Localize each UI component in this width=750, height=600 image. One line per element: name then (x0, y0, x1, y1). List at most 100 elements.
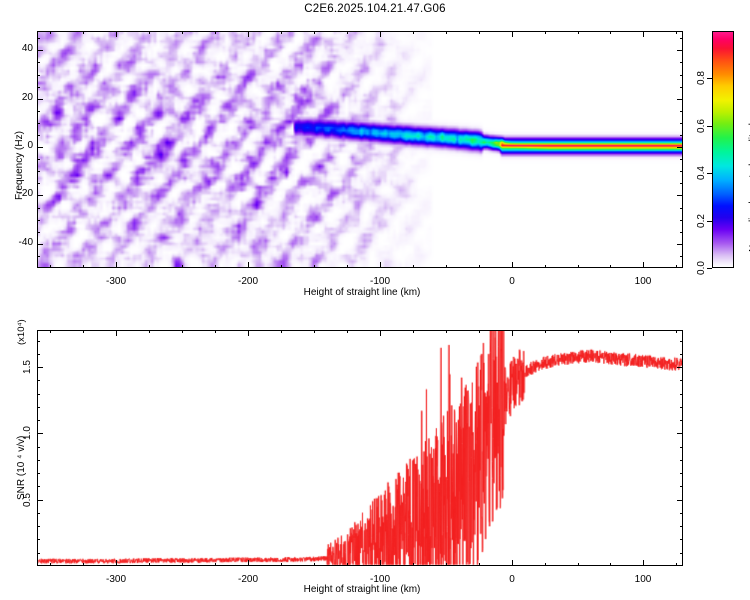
x-tick-minor (413, 265, 414, 268)
x-tick-major (116, 560, 117, 566)
x-tick-minor (83, 265, 84, 268)
y-tick-label: 40 (21, 43, 33, 54)
x-tick-major-top (380, 31, 381, 37)
x-tick-minor-top (182, 330, 183, 333)
cbar-tick (707, 126, 712, 127)
x-tick-major-top (512, 330, 513, 336)
y-tick-minor-right (680, 256, 683, 257)
x-tick-major-top (643, 31, 644, 37)
snr-panel (37, 330, 683, 566)
y-tick-minor (37, 539, 40, 540)
spectrogram-xlabel: Height of straight line (km) (303, 287, 421, 298)
y-tick-minor (37, 75, 40, 76)
x-tick-minor-top (479, 31, 480, 34)
x-tick-minor-top (446, 31, 447, 34)
x-tick-minor (182, 265, 183, 268)
x-tick-minor-top (182, 31, 183, 34)
x-tick-minor-top (149, 330, 150, 333)
y-tick-major-right (677, 244, 683, 245)
x-tick-major-top (512, 31, 513, 37)
y-tick-minor-right (680, 407, 683, 408)
y-tick-minor-right (680, 183, 683, 184)
y-tick-major (37, 195, 43, 196)
x-tick-label: -200 (237, 276, 258, 287)
y-tick-minor (37, 123, 40, 124)
y-tick-minor (37, 135, 40, 136)
x-tick-minor (578, 563, 579, 566)
x-tick-minor (446, 563, 447, 566)
x-tick-minor (347, 563, 348, 566)
cbar-tick (707, 78, 712, 79)
y-tick-label: 1.5 (22, 360, 33, 374)
y-tick-minor-right (680, 159, 683, 160)
x-tick-minor (578, 265, 579, 268)
x-tick-minor-top (83, 330, 84, 333)
x-tick-minor-top (413, 330, 414, 333)
y-tick-minor (37, 256, 40, 257)
x-tick-label: -300 (105, 276, 126, 287)
x-tick-minor-top (314, 330, 315, 333)
y-tick-minor (37, 159, 40, 160)
x-tick-minor (215, 265, 216, 268)
cbar-tick (707, 173, 712, 174)
y-tick-minor-right (680, 486, 683, 487)
y-tick-major-right (677, 99, 683, 100)
cbar-tick (707, 268, 712, 269)
x-tick-minor (314, 265, 315, 268)
snr-xlabel: Height of straight line (km) (303, 584, 421, 595)
y-tick-minor-right (680, 354, 683, 355)
x-tick-minor-top (676, 31, 677, 34)
y-tick-major-right (677, 50, 683, 51)
y-tick-minor-right (680, 232, 683, 233)
x-tick-minor-top (610, 31, 611, 34)
x-tick-minor-top (446, 330, 447, 333)
y-tick-minor-right (680, 171, 683, 172)
x-tick-minor (413, 563, 414, 566)
x-tick-minor-top (215, 330, 216, 333)
y-tick-minor-right (680, 394, 683, 395)
x-tick-minor-top (314, 31, 315, 34)
x-tick-minor-top (83, 31, 84, 34)
x-tick-major-top (116, 330, 117, 336)
x-tick-major-top (116, 31, 117, 37)
y-tick-minor (37, 394, 40, 395)
y-tick-label: 20 (21, 92, 33, 103)
x-tick-major (248, 560, 249, 566)
y-tick-label: -20 (18, 188, 33, 199)
y-tick-label: -40 (18, 237, 33, 248)
y-tick-minor (37, 232, 40, 233)
y-tick-major-right (677, 433, 683, 434)
y-tick-minor (37, 460, 40, 461)
x-tick-major-top (248, 330, 249, 336)
x-tick-minor (281, 563, 282, 566)
y-tick-minor-right (680, 526, 683, 527)
y-tick-minor (37, 220, 40, 221)
x-tick-minor-top (281, 330, 282, 333)
x-tick-label: 0 (509, 574, 515, 585)
y-tick-minor (37, 171, 40, 172)
x-tick-minor-top (413, 31, 414, 34)
y-tick-minor-right (680, 473, 683, 474)
y-tick-minor (37, 341, 40, 342)
x-tick-minor (479, 563, 480, 566)
y-tick-minor (37, 208, 40, 209)
x-tick-minor (149, 265, 150, 268)
x-tick-minor-top (676, 330, 677, 333)
snr-ylabel: SNR (10 ⁴ v/v) (16, 435, 27, 500)
x-tick-minor-top (610, 330, 611, 333)
x-tick-major (116, 262, 117, 268)
y-tick-minor (37, 486, 40, 487)
x-tick-minor (446, 265, 447, 268)
x-tick-minor (347, 265, 348, 268)
y-tick-minor-right (680, 341, 683, 342)
x-tick-minor-top (347, 330, 348, 333)
x-tick-minor-top (578, 330, 579, 333)
y-tick-major (37, 500, 43, 501)
y-tick-minor-right (680, 208, 683, 209)
x-tick-label: -100 (369, 276, 390, 287)
x-tick-minor (545, 265, 546, 268)
y-tick-major (37, 244, 43, 245)
y-tick-major (37, 433, 43, 434)
colorbar (712, 31, 734, 268)
x-tick-minor-top (149, 31, 150, 34)
